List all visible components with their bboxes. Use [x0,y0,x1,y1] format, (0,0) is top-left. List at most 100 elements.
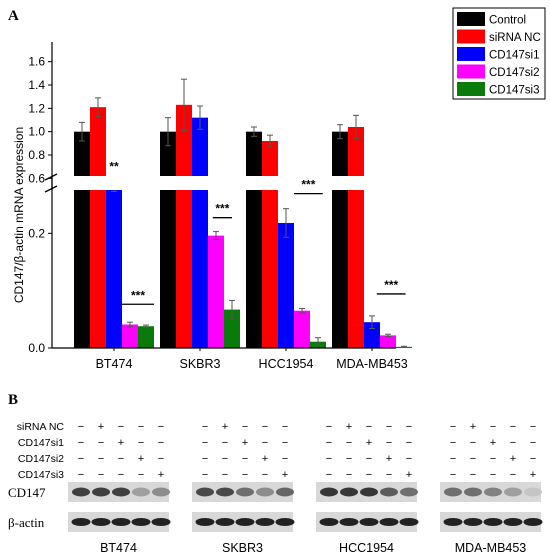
lane-sign: − [262,469,268,481]
cd147-band [256,487,274,497]
lane-sign: − [450,469,456,481]
cd147-band [196,487,214,497]
lane-sign: − [346,453,352,465]
bar [262,141,278,348]
x-tick-label: BT474 [96,357,133,371]
lane-sign: + [158,469,164,481]
beta-actin-band [379,518,399,526]
lane-sign: + [138,453,144,465]
beta-actin-band [463,518,483,526]
beta-actin-band [235,518,255,526]
blot-area: siRNA NC CD147si1 CD147si2 CD147si3 − + − − − − − +… [8,421,543,555]
axis-break-mark [44,173,58,181]
legend-label: Control [489,15,526,27]
significance-label: *** [301,178,315,192]
lane-sign: + [406,469,412,481]
panel-a-letter: A [8,8,19,24]
row-label-beta-actin: β-actin [8,515,45,530]
lane-sign: − [78,469,84,481]
y-tick-label: 1.6 [28,55,45,69]
cell-line-label: BT474 [100,541,137,555]
cd147-band [276,487,294,497]
lane-sign: − [366,421,372,433]
lane-sign: − [78,437,84,449]
beta-actin-band [483,518,503,526]
lane-sign: − [470,469,476,481]
lane-sign: − [386,469,392,481]
bar [192,117,208,349]
lane-sign: + [282,469,288,481]
bar-chart-panel-a: A 0.6 0.8 1.0 1.2 1.4 1.6 0.0 0.2 BT474 SKBR3 HCC1… [8,7,546,371]
cd147-band [320,487,338,497]
lane-sign: − [510,469,516,481]
condition-label: CD147si1 [18,437,64,449]
cd147-band [504,487,522,497]
cell-line-label: MDA-MB453 [455,541,527,555]
y-tick-label: 1.4 [28,78,45,92]
bar [90,107,106,349]
lane-sign: − [242,421,248,433]
lane-sign: + [386,453,392,465]
lane-sign: + [118,437,124,449]
cell-line-label: SKBR3 [222,541,263,555]
cd147-band [236,487,254,497]
bar [106,188,122,348]
cd147-band [380,487,398,497]
lane-sign: − [222,437,228,449]
axis-break-gap [46,176,402,190]
cd147-band [132,487,150,497]
x-tick-label: MDA-MB453 [336,357,408,371]
lane-sign: − [158,437,164,449]
cd147-band [92,487,110,497]
lane-sign: − [98,437,104,449]
legend-label: CD147si2 [489,67,540,79]
lane-sign: − [450,453,456,465]
lane-sign: − [118,453,124,465]
lane-sign: − [158,453,164,465]
cd147-band [400,487,418,497]
cd147-band [216,487,234,497]
lane-sign: − [510,437,516,449]
bar [122,324,138,348]
condition-label: siRNA NC [17,421,65,433]
beta-actin-band [399,518,419,526]
lane-sign: − [490,421,496,433]
legend-swatch [457,47,485,61]
lane-sign: − [346,437,352,449]
lane-sign: − [406,437,412,449]
bar [294,310,310,348]
cell-line-label: HCC1954 [339,541,394,555]
cd147-band [340,487,358,497]
bar [364,322,380,348]
lane-sign: − [530,453,536,465]
lane-sign: − [326,453,332,465]
lane-sign: − [490,453,496,465]
lane-sign: + [530,469,536,481]
lane-sign: − [366,469,372,481]
lane-sign: − [138,469,144,481]
significance-label: *** [384,278,398,292]
lane-sign: − [282,453,288,465]
lane-sign: − [510,421,516,433]
cd147-band [360,487,378,497]
y-tick-label: 0.6 [28,171,45,185]
beta-actin-band [131,518,151,526]
lane-sign: − [490,469,496,481]
lane-sign: + [510,453,516,465]
legend-swatch [457,82,485,96]
lane-sign: − [98,453,104,465]
beta-actin-band [151,518,171,526]
lane-sign: − [202,453,208,465]
lane-sign: − [202,421,208,433]
panel-b-letter: B [8,392,18,408]
beta-actin-band [111,518,131,526]
beta-actin-band [91,518,111,526]
row-label-cd147: CD147 [8,485,46,500]
lane-sign: − [282,437,288,449]
legend-label: CD147si3 [489,85,540,97]
lane-sign: − [386,421,392,433]
bar [208,235,224,348]
lane-sign: − [98,469,104,481]
legend: Control siRNA NC CD147si1 CD147si2 CD147si3 [452,7,546,100]
